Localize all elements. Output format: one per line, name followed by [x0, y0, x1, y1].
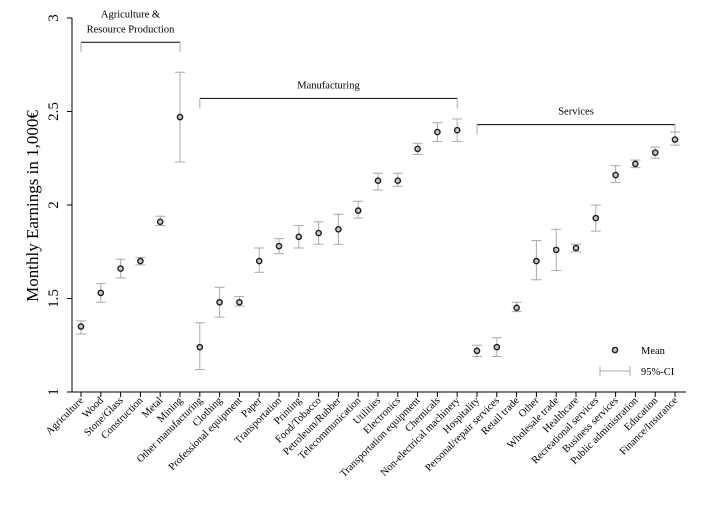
y-tick-label: 2.5 — [46, 102, 62, 121]
mean-point — [315, 229, 322, 237]
mean-point — [394, 177, 402, 184]
y-tick-label: 3 — [46, 14, 62, 22]
y-axis-title: Monthly Earnings in 1,000€ — [23, 110, 42, 302]
group-brackets: Agriculture & Resource Production Manufact… — [80, 9, 676, 135]
mean-point — [434, 128, 441, 136]
mean-point — [592, 214, 600, 222]
y-tick-label: 1 — [46, 388, 62, 396]
mean-point — [493, 343, 501, 351]
mean-point — [552, 246, 560, 254]
mean-point — [533, 257, 540, 265]
group-label: Agriculture & — [101, 9, 160, 20]
mean-point — [97, 289, 105, 297]
group-label: Resource Production — [87, 24, 176, 35]
mean-points — [77, 113, 679, 355]
mean-point — [335, 226, 342, 233]
mean-point — [255, 257, 263, 265]
x-tick-label: Agriculture — [44, 395, 86, 437]
mean-point — [632, 160, 639, 168]
mean-point — [236, 298, 243, 306]
mean-point — [77, 323, 85, 330]
x-axis: AgricultureWoodStone/GlassConstructionMe… — [44, 391, 686, 480]
mean-point — [216, 298, 223, 306]
group-label: Services — [558, 107, 594, 118]
y-axis: 1 1.5 2 2.5 3 — [46, 14, 73, 396]
mean-point — [513, 304, 520, 312]
group-label: Manufacturing — [297, 80, 360, 91]
legend-ci-label: 95%-CI — [641, 367, 675, 378]
legend: Mean 95%-CI — [599, 346, 675, 378]
legend-mean-marker — [611, 346, 619, 354]
mean-point — [374, 177, 382, 184]
mean-point — [354, 207, 362, 214]
mean-point — [176, 113, 184, 121]
mean-point — [196, 343, 204, 351]
y-tick-label: 1.5 — [46, 289, 62, 308]
mean-point — [137, 257, 144, 265]
legend-mean-label: Mean — [641, 346, 666, 357]
mean-point — [671, 136, 679, 143]
mean-point — [117, 265, 124, 272]
mean-point — [295, 233, 303, 241]
mean-point — [453, 126, 461, 134]
mean-point — [572, 244, 580, 252]
mean-point — [275, 242, 283, 250]
mean-point — [414, 145, 421, 153]
y-tick-label: 2 — [46, 201, 62, 209]
mean-point — [651, 149, 659, 156]
mean-point — [612, 171, 619, 179]
mean-point — [156, 218, 164, 226]
mean-point — [473, 347, 481, 355]
